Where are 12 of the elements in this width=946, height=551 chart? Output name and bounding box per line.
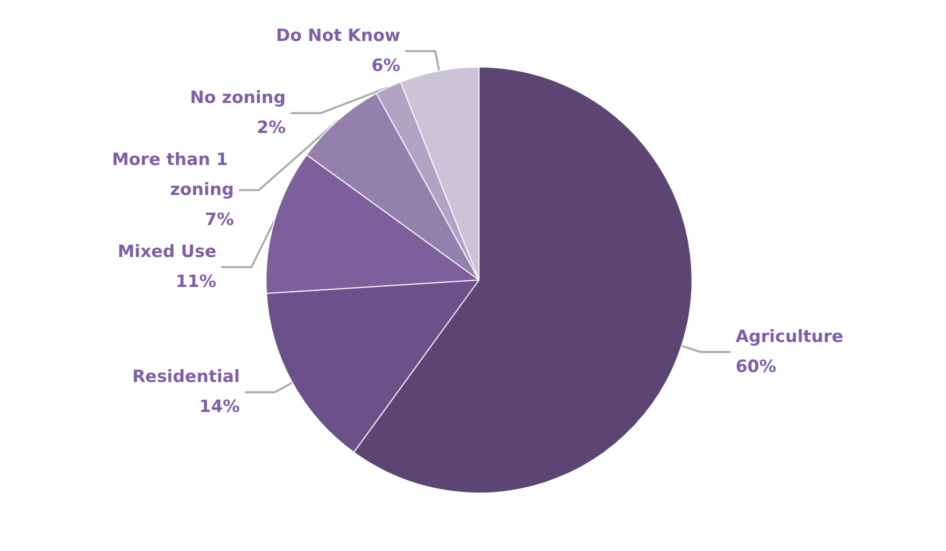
slice-label: Mixed Use [118, 242, 216, 262]
slice-label: Do Not Know [276, 26, 401, 46]
data-label: 11% [176, 272, 216, 292]
data-label: 2% [256, 118, 286, 138]
data-label: 60% [736, 357, 776, 377]
data-label: 7% [204, 210, 234, 230]
slice-label: No zoning [190, 88, 286, 108]
slice-label: Agriculture [736, 327, 844, 347]
slice-label: More than 1 zoning [112, 150, 234, 200]
data-label: 14% [199, 397, 240, 418]
data-label: 6% [371, 56, 400, 76]
slice-label: Residential [132, 367, 240, 388]
